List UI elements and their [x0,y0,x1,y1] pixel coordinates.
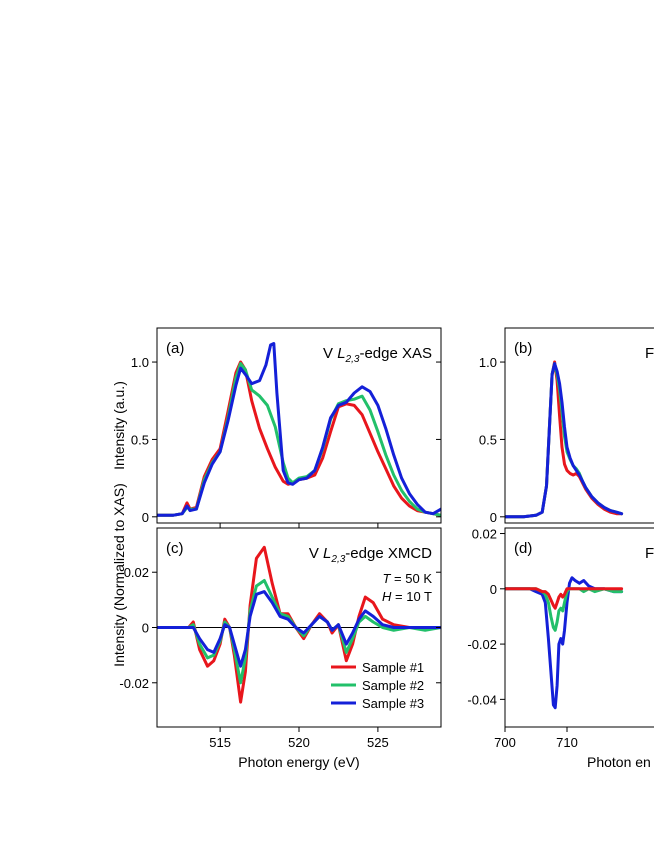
panel-title: Fe [645,545,654,562]
legend-label: Sample #2 [362,678,424,693]
series-line-sample2 [157,579,441,685]
y-tick-label: 1.0 [479,355,497,370]
y-tick-label: 1.0 [131,355,149,370]
series-line-sample3 [505,576,624,710]
panel-title: V L2,3-edge XMCD [309,545,432,565]
x-tick-label: 520 [288,735,310,750]
y-tick-label: 0.5 [479,432,497,447]
panel-label: (a) [166,340,184,357]
y-tick-label: 0.02 [124,565,149,580]
series-line-sample3 [157,342,441,517]
plot-area [157,342,441,517]
y-axis-title: Intensity (Normalized to XAS) [111,483,127,667]
panel-title: V L2,3-edge XAS [323,345,432,365]
axes-frame [504,327,654,524]
y-tick-label: 0.02 [472,527,497,542]
axes-frame [504,527,654,728]
y-tick-label: -0.04 [467,692,497,707]
y-tick-label: 0 [490,582,497,597]
series-line-sample3 [157,590,441,668]
x-tick-label: 525 [367,735,389,750]
legend-label: Sample #3 [362,696,424,711]
y-tick-label: 0 [490,510,497,525]
legend-label: Sample #1 [362,660,424,675]
panel-label: (b) [514,340,532,357]
y-tick-label: -0.02 [119,676,149,691]
y-tick-label: 0.5 [131,432,149,447]
plot-area [505,576,624,710]
condition-label: H = 10 T [382,589,432,604]
plot-area [157,545,441,704]
y-tick-label: 0 [142,510,149,525]
plot-area [505,360,624,519]
x-tick-label: 515 [209,735,231,750]
series-line-sample2 [505,362,624,519]
series-line-sample3 [505,362,624,519]
panel-a: 0 0.5 1.0 (a) V L2,3-edge XAS Intensity (a.u.… [111,327,442,528]
panel-d: -0.04 -0.02 0 0.02 700 710 (d) Fe Photon en [467,527,654,770]
panel-c: -0.02 0 0.02 515 520 525 (c) V L2,3-edge XMCD T … [111,483,442,770]
x-axis-title: Photon energy (eV) [238,754,359,770]
x-tick-label: 700 [494,735,516,750]
x-tick-label: 710 [556,735,578,750]
y-tick-label: 0 [142,621,149,636]
y-tick-label: -0.02 [467,637,497,652]
series-line-sample1 [505,360,624,519]
condition-label: T = 50 K [382,571,432,586]
x-axis-title: Photon en [587,754,651,770]
series-line-sample1 [505,587,624,610]
y-axis-title: Intensity (a.u.) [111,381,127,470]
panel-b: 0 0.5 1.0 (b) F [479,327,654,525]
panel-label: (c) [166,540,184,557]
panel-title: F [645,345,654,362]
panel-label: (d) [514,540,532,557]
